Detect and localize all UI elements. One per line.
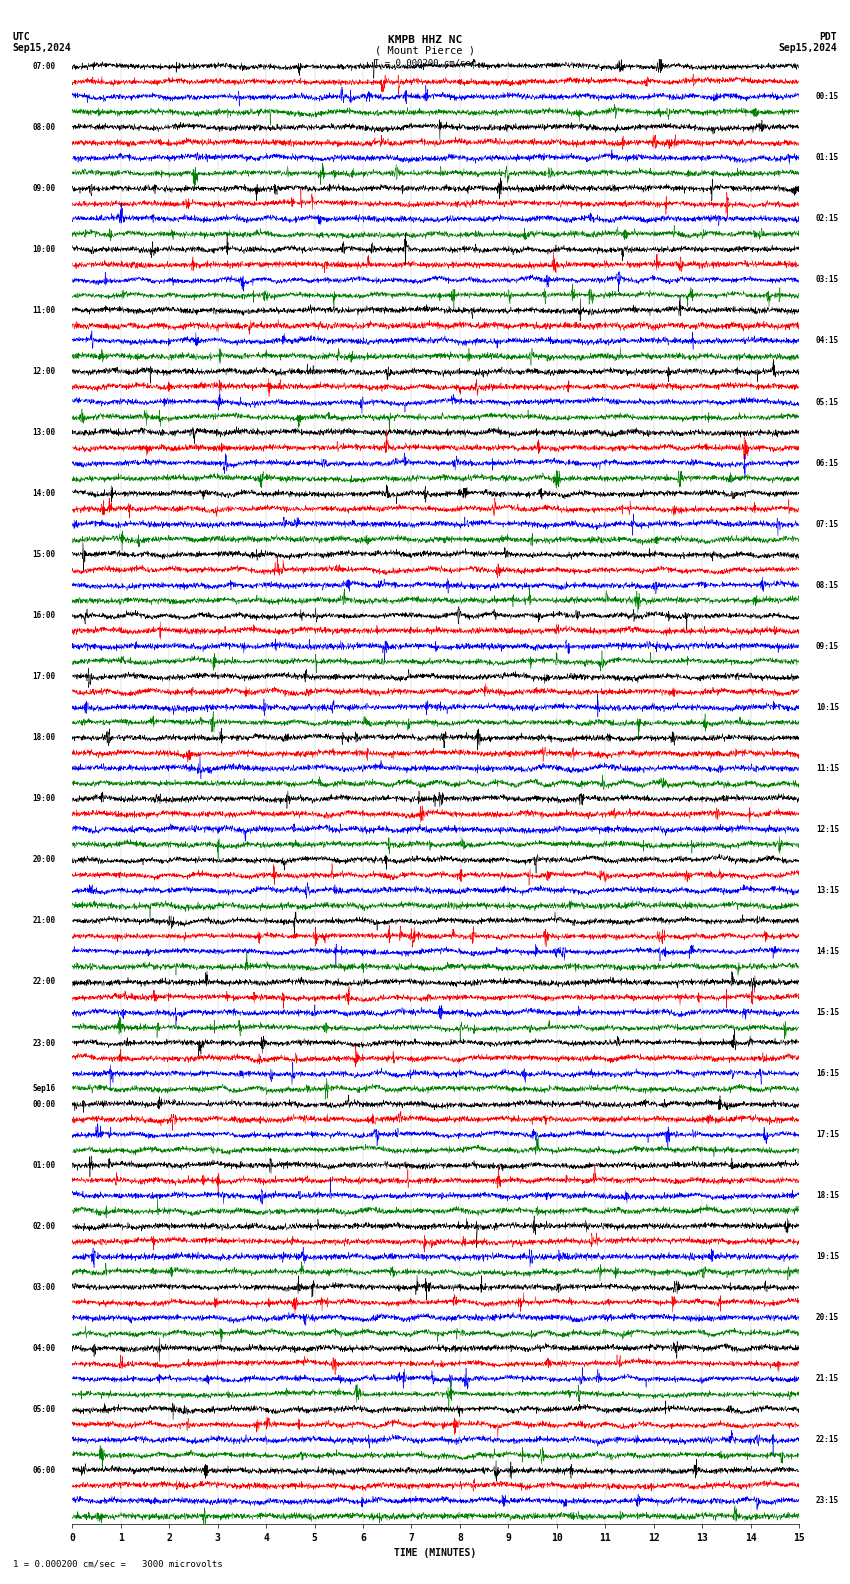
- Text: 10:00: 10:00: [32, 246, 55, 253]
- Text: 08:15: 08:15: [816, 581, 839, 589]
- Text: 12:15: 12:15: [816, 825, 839, 833]
- Text: 13:15: 13:15: [816, 885, 839, 895]
- Text: 10:15: 10:15: [816, 703, 839, 711]
- Text: 07:15: 07:15: [816, 520, 839, 529]
- Text: 04:15: 04:15: [816, 336, 839, 345]
- Text: 20:00: 20:00: [32, 855, 55, 865]
- Text: 14:15: 14:15: [816, 947, 839, 957]
- Text: PDT: PDT: [819, 32, 837, 41]
- Text: UTC: UTC: [13, 32, 31, 41]
- Text: 17:15: 17:15: [816, 1129, 839, 1139]
- Text: 07:00: 07:00: [32, 62, 55, 71]
- Text: 11:00: 11:00: [32, 306, 55, 315]
- Text: 13:00: 13:00: [32, 428, 55, 437]
- Text: 15:15: 15:15: [816, 1007, 839, 1017]
- Text: 00:15: 00:15: [816, 92, 839, 101]
- Text: 03:00: 03:00: [32, 1283, 55, 1291]
- Text: 19:00: 19:00: [32, 794, 55, 803]
- Text: 11:15: 11:15: [816, 763, 839, 773]
- Text: Sep15,2024: Sep15,2024: [13, 43, 71, 52]
- Text: 15:00: 15:00: [32, 550, 55, 559]
- Text: 08:00: 08:00: [32, 124, 55, 131]
- Text: 18:00: 18:00: [32, 733, 55, 743]
- Text: 17:00: 17:00: [32, 672, 55, 681]
- Text: 02:00: 02:00: [32, 1221, 55, 1231]
- Text: 16:15: 16:15: [816, 1069, 839, 1079]
- Text: 09:15: 09:15: [816, 642, 839, 651]
- Text: 12:00: 12:00: [32, 367, 55, 375]
- Text: 20:15: 20:15: [816, 1313, 839, 1323]
- Text: 09:00: 09:00: [32, 184, 55, 193]
- Text: 00:00: 00:00: [32, 1099, 55, 1109]
- Text: 16:00: 16:00: [32, 611, 55, 621]
- Text: 21:00: 21:00: [32, 917, 55, 925]
- Text: 14:00: 14:00: [32, 489, 55, 497]
- Text: 23:00: 23:00: [32, 1039, 55, 1047]
- Text: 05:15: 05:15: [816, 398, 839, 407]
- Text: 01:15: 01:15: [816, 154, 839, 162]
- Text: 06:00: 06:00: [32, 1465, 55, 1475]
- Text: 02:15: 02:15: [816, 214, 839, 223]
- Text: KMPB HHZ NC: KMPB HHZ NC: [388, 35, 462, 44]
- Text: 19:15: 19:15: [816, 1253, 839, 1261]
- X-axis label: TIME (MINUTES): TIME (MINUTES): [394, 1549, 477, 1559]
- Text: 1 = 0.000200 cm/sec =   3000 microvolts: 1 = 0.000200 cm/sec = 3000 microvolts: [13, 1559, 223, 1568]
- Text: 06:15: 06:15: [816, 458, 839, 467]
- Text: 04:00: 04:00: [32, 1343, 55, 1353]
- Text: 05:00: 05:00: [32, 1405, 55, 1415]
- Text: 01:00: 01:00: [32, 1161, 55, 1169]
- Text: I = 0.000200 cm/sec: I = 0.000200 cm/sec: [374, 59, 476, 68]
- Text: 22:15: 22:15: [816, 1435, 839, 1445]
- Text: Sep15,2024: Sep15,2024: [779, 43, 837, 52]
- Text: 21:15: 21:15: [816, 1375, 839, 1383]
- Text: Sep16: Sep16: [32, 1085, 55, 1093]
- Text: 18:15: 18:15: [816, 1191, 839, 1201]
- Text: 22:00: 22:00: [32, 977, 55, 987]
- Text: 23:15: 23:15: [816, 1497, 839, 1505]
- Text: 03:15: 03:15: [816, 276, 839, 285]
- Text: ( Mount Pierce ): ( Mount Pierce ): [375, 46, 475, 55]
